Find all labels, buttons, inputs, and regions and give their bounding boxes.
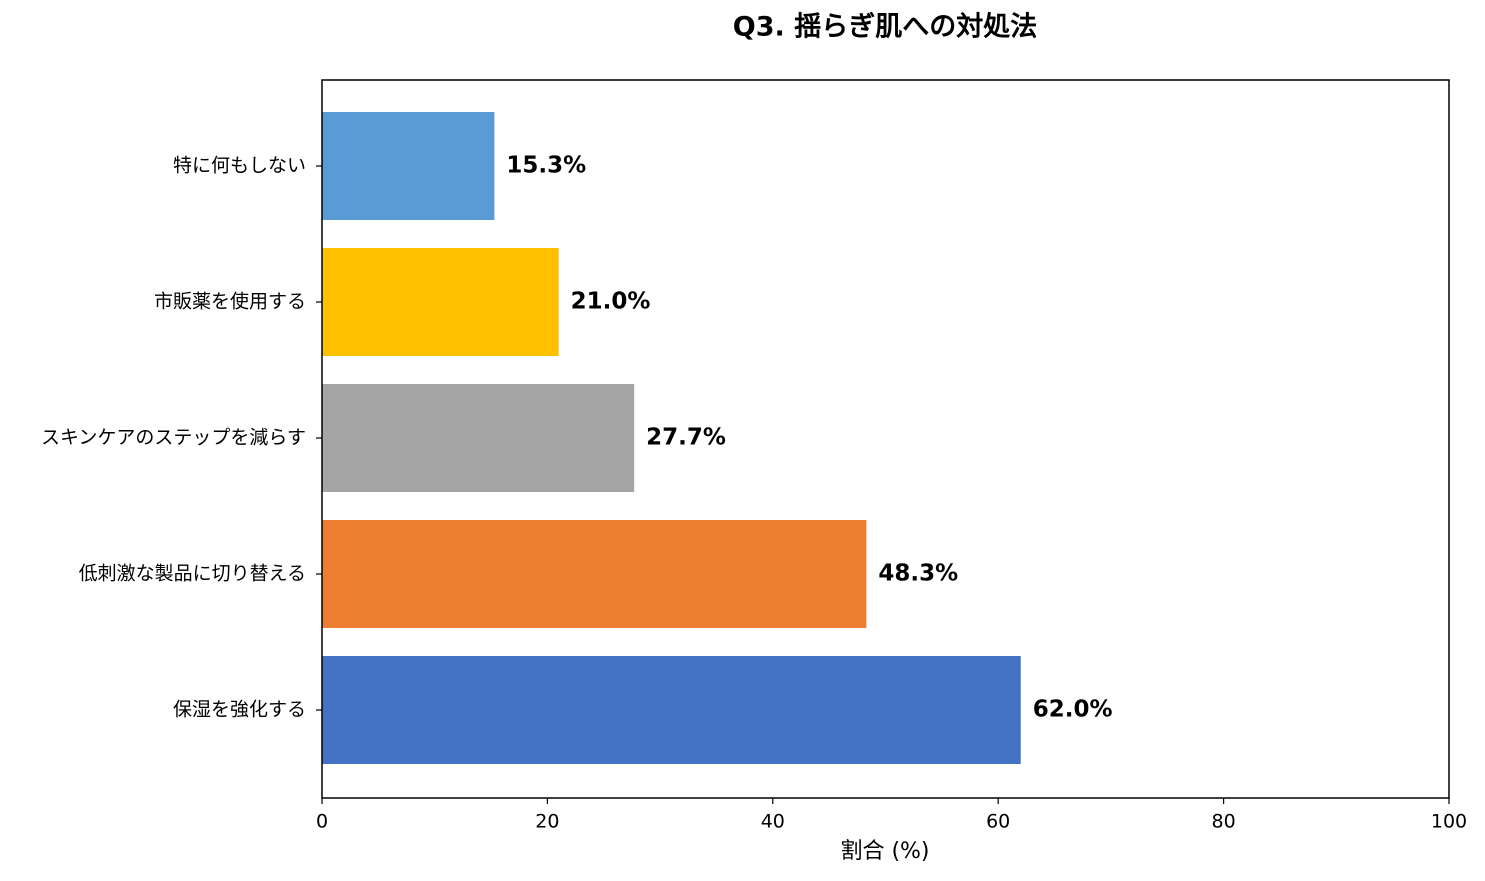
bar (322, 520, 867, 628)
value-label: 27.7% (646, 425, 726, 451)
y-tick-label: 市販薬を使用する (154, 291, 306, 313)
x-tick-label: 80 (1212, 811, 1236, 833)
value-label: 48.3% (878, 561, 958, 587)
y-tick-label: 低刺激な製品に切り替える (79, 563, 306, 585)
x-axis-label: 割合 (%) (840, 839, 929, 864)
x-tick-label: 0 (316, 811, 328, 833)
x-tick-label: 60 (986, 811, 1010, 833)
bar (322, 384, 635, 492)
bar (322, 112, 495, 220)
bar (322, 656, 1021, 764)
value-label: 62.0% (1033, 697, 1113, 723)
x-tick-label: 20 (535, 811, 559, 833)
x-tick-label: 40 (761, 811, 785, 833)
value-label: 15.3% (506, 153, 586, 179)
plot-frame (321, 79, 1450, 799)
y-tick-label: スキンケアのステップを減らす (41, 427, 306, 449)
y-tick-label: 保湿を強化する (173, 699, 306, 721)
y-tick-label: 特に何もしない (173, 155, 306, 177)
chart-title: Q3. 揺らぎ肌への対処法 (733, 11, 1037, 43)
bar (322, 248, 559, 356)
value-label: 21.0% (571, 289, 651, 315)
x-tick-label: 100 (1431, 811, 1467, 833)
